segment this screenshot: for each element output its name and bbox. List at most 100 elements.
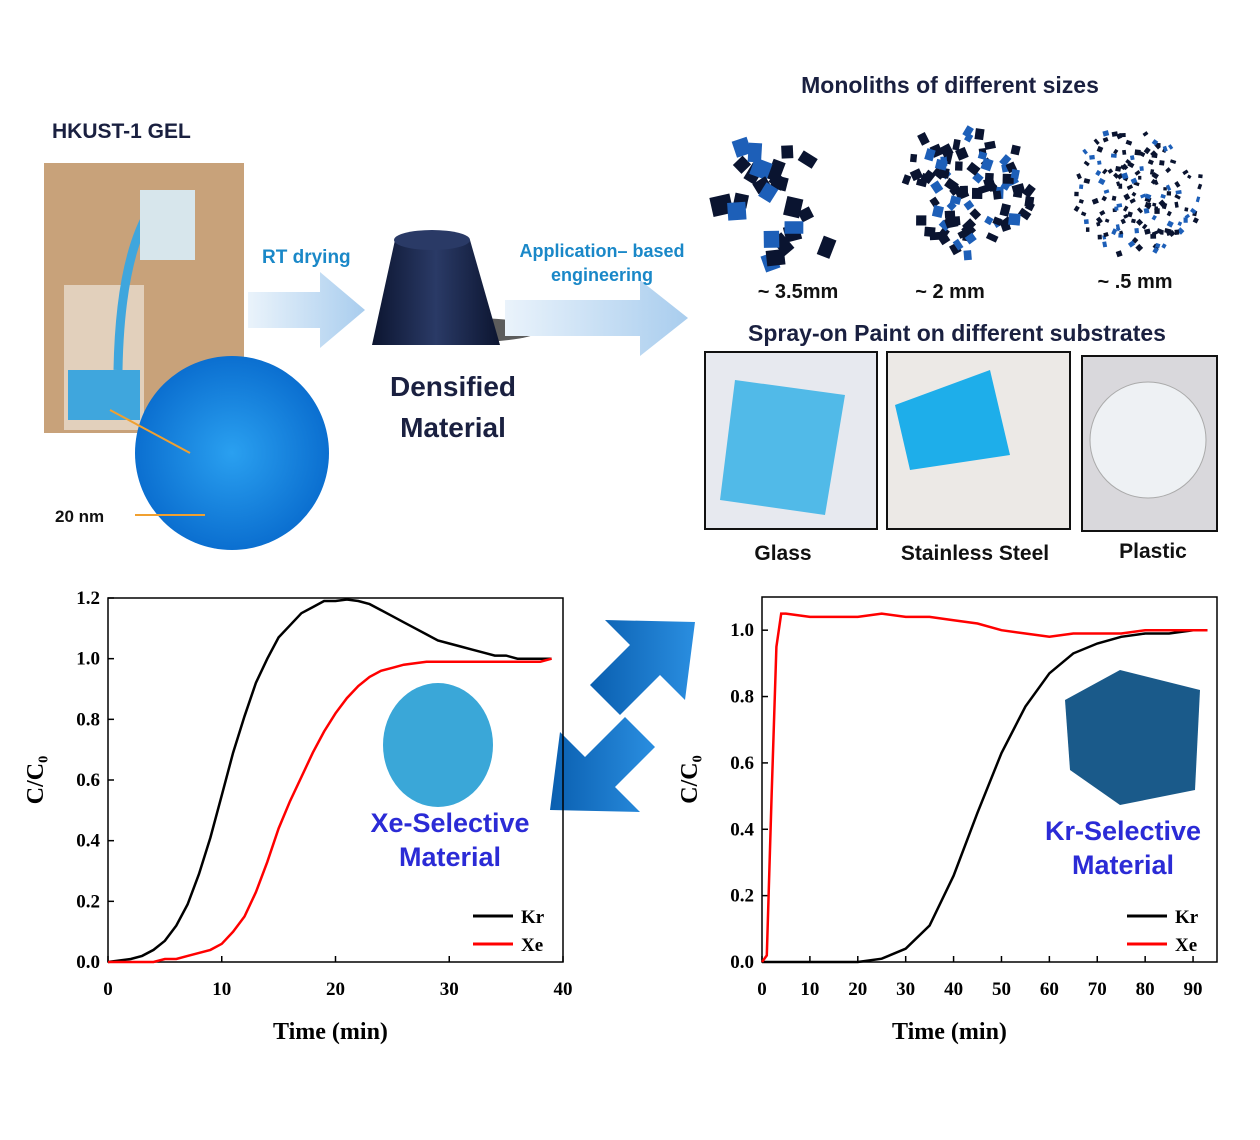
monolith-piece — [1024, 201, 1035, 212]
monolith-piece — [1169, 159, 1177, 165]
monolith-piece — [732, 155, 752, 174]
monolith-piece — [1010, 168, 1020, 180]
monolith-piece — [1197, 183, 1203, 190]
monolith-piece — [969, 208, 982, 220]
monolith-piece — [784, 221, 804, 234]
monolith-piece — [962, 125, 974, 138]
monolith-piece — [954, 161, 963, 171]
monolith-piece — [1010, 144, 1021, 156]
swap-arrow — [550, 717, 655, 812]
monolith-piece — [1134, 149, 1141, 156]
monolith-piece — [980, 157, 994, 172]
monolith-piece — [1125, 139, 1133, 146]
monolith-piece — [749, 157, 773, 181]
y-tick-label: 0.6 — [76, 770, 100, 791]
monolith-piece — [1166, 220, 1174, 228]
monolith-piece — [1138, 151, 1146, 158]
legend-label: Xe — [1175, 935, 1197, 956]
monolith-piece — [1129, 155, 1135, 161]
monolith-piece — [999, 203, 1011, 217]
monolith-piece — [966, 161, 981, 176]
legend-label: Kr — [521, 907, 545, 928]
monolith-piece — [766, 158, 786, 183]
monolith-piece — [1089, 154, 1095, 160]
monolith-piece — [974, 128, 985, 141]
monolith-piece — [765, 248, 786, 267]
monolith-piece — [985, 183, 998, 193]
steel-paint — [895, 370, 1010, 470]
monolith-piece — [939, 143, 954, 158]
monolith-piece — [1083, 178, 1091, 184]
monolith-piece — [1154, 208, 1160, 214]
monolith-piece — [1144, 193, 1152, 200]
y-tick-label: 0.2 — [730, 886, 754, 907]
y-tick-label: 1.0 — [76, 649, 100, 670]
x-tick-label: 80 — [1136, 979, 1155, 1000]
data-line — [762, 628, 1208, 964]
densified-label: Densified — [390, 371, 516, 402]
data-line — [108, 657, 552, 964]
monolith-piece — [1095, 216, 1103, 224]
x-tick-label: 50 — [992, 979, 1011, 1000]
monolith-piece — [1195, 196, 1201, 203]
monolith-piece — [962, 218, 977, 233]
monolith-piece — [1102, 130, 1110, 137]
monolith-piece — [1151, 152, 1158, 159]
monolith-piece — [1151, 139, 1159, 146]
monolith-piece — [1186, 174, 1192, 180]
annotation: Xe-Selective — [370, 808, 529, 838]
monolith-piece — [916, 215, 927, 226]
monolith-piece — [1095, 169, 1102, 177]
monolith-piece — [1119, 230, 1124, 235]
data-line — [107, 598, 552, 964]
monolith-piece — [985, 232, 999, 243]
monolith-piece — [1165, 184, 1172, 192]
monolith-piece — [1012, 190, 1023, 199]
monolith-piece — [938, 219, 951, 232]
monolith-piece — [1120, 218, 1126, 225]
y-axis-label: C/C₀ — [23, 756, 49, 805]
monolith-piece — [1104, 218, 1110, 223]
monolith-piece — [1142, 131, 1149, 137]
gel-liquid — [68, 370, 140, 420]
size-label: ~ 2 mm — [915, 281, 984, 303]
x-tick-label: 40 — [944, 979, 963, 1000]
monolith-piece — [944, 214, 959, 228]
monolith-piece — [1144, 202, 1152, 210]
monolith-piece — [1155, 242, 1161, 249]
monolith-piece — [1163, 187, 1167, 191]
monolith-piece — [1134, 169, 1141, 176]
monolith-piece — [1147, 159, 1154, 166]
x-axis-label: Time (min) — [892, 1019, 1007, 1045]
x-tick-label: 10 — [212, 979, 231, 1000]
x-tick-label: 60 — [1040, 979, 1059, 1000]
y-tick-label: 0.0 — [76, 952, 100, 973]
scale-bar: 20 nm — [55, 507, 104, 526]
monolith-piece — [963, 250, 972, 261]
monolith-piece — [1150, 178, 1157, 185]
monolith-piece — [1166, 210, 1172, 217]
monolith-piece — [1144, 228, 1151, 235]
monolith-piece — [1123, 193, 1131, 201]
y-axis-label: C/C₀ — [677, 755, 703, 804]
monolith-piece — [1079, 184, 1084, 190]
monolith-piece — [1129, 198, 1136, 204]
y-tick-label: 0.2 — [76, 891, 100, 912]
monolith-piece — [1177, 221, 1183, 227]
size-label: ~ 3.5mm — [758, 281, 839, 303]
annotation: Kr-Selective — [1045, 816, 1201, 846]
glass-paint — [720, 380, 845, 515]
monolith-piece — [934, 158, 948, 171]
monolith-piece — [816, 235, 837, 259]
monolith-piece — [1135, 218, 1144, 226]
densified-label: Material — [400, 412, 506, 443]
monolith-piece — [930, 180, 944, 194]
monolith-piece — [1116, 203, 1123, 208]
annotation: Material — [399, 842, 501, 872]
monolith-piece — [797, 206, 815, 223]
monolith-piece — [727, 201, 747, 221]
monolith-piece — [1118, 233, 1124, 238]
monolith-piece — [1131, 191, 1137, 197]
kr-material-image — [1065, 670, 1200, 805]
monolith-piece — [1078, 198, 1084, 204]
